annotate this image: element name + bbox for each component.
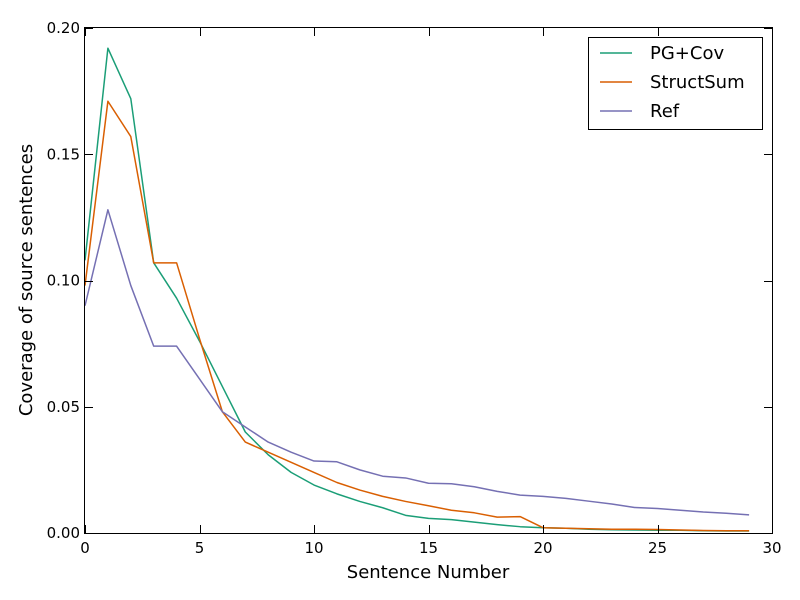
legend: PG+Cov StructSum Ref <box>588 37 763 130</box>
x-tick-label: 30 <box>762 539 781 557</box>
legend-label-structsum: StructSum <box>650 72 745 93</box>
series-line-pg-cov <box>84 47 750 532</box>
y-tick-label: 0.05 <box>47 398 80 416</box>
x-tick-label: 25 <box>648 539 667 557</box>
legend-label-ref: Ref <box>650 101 680 122</box>
plot-frame <box>84 27 773 534</box>
x-tick-label: 20 <box>533 539 552 557</box>
x-tick-label: 5 <box>195 539 205 557</box>
y-tick-label: 0.00 <box>47 524 80 542</box>
x-tick-label: 15 <box>419 539 438 557</box>
y-tick-label: 0.20 <box>47 19 80 37</box>
x-tick-label: 0 <box>80 539 90 557</box>
y-tick-label: 0.10 <box>47 272 80 290</box>
series-line-ref <box>84 209 750 516</box>
y-axis-title: Coverage of source sentences <box>16 144 37 416</box>
series-layer <box>84 47 750 532</box>
y-tick-label: 0.15 <box>47 145 80 163</box>
series-line-structsum <box>84 100 750 532</box>
x-axis-title: Sentence Number <box>347 562 510 583</box>
legend-label-pg-cov: PG+Cov <box>650 43 724 64</box>
x-tick-label: 10 <box>304 539 323 557</box>
